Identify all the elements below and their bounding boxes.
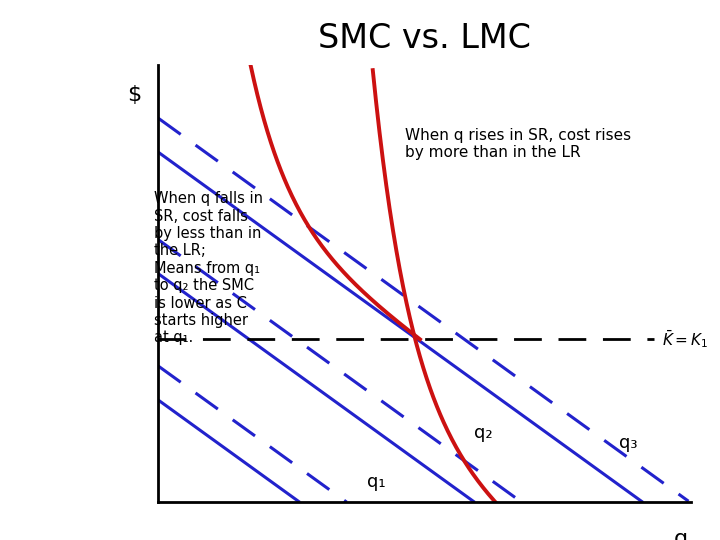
Text: $: $ <box>127 85 141 105</box>
Text: When q rises in SR, cost rises
by more than in the LR: When q rises in SR, cost rises by more t… <box>405 128 631 160</box>
Text: q: q <box>673 529 688 540</box>
Text: When q falls in
SR, cost falls
by less than in
the LR;
Means from q₁
to q₂ the S: When q falls in SR, cost falls by less t… <box>153 191 263 346</box>
Text: q₂: q₂ <box>474 424 492 442</box>
Title: SMC vs. LMC: SMC vs. LMC <box>318 22 531 55</box>
Text: q₁: q₁ <box>367 472 386 490</box>
Text: q₃: q₃ <box>619 434 637 451</box>
Text: $\bar{K}=K_1$: $\bar{K}=K_1$ <box>662 328 708 350</box>
